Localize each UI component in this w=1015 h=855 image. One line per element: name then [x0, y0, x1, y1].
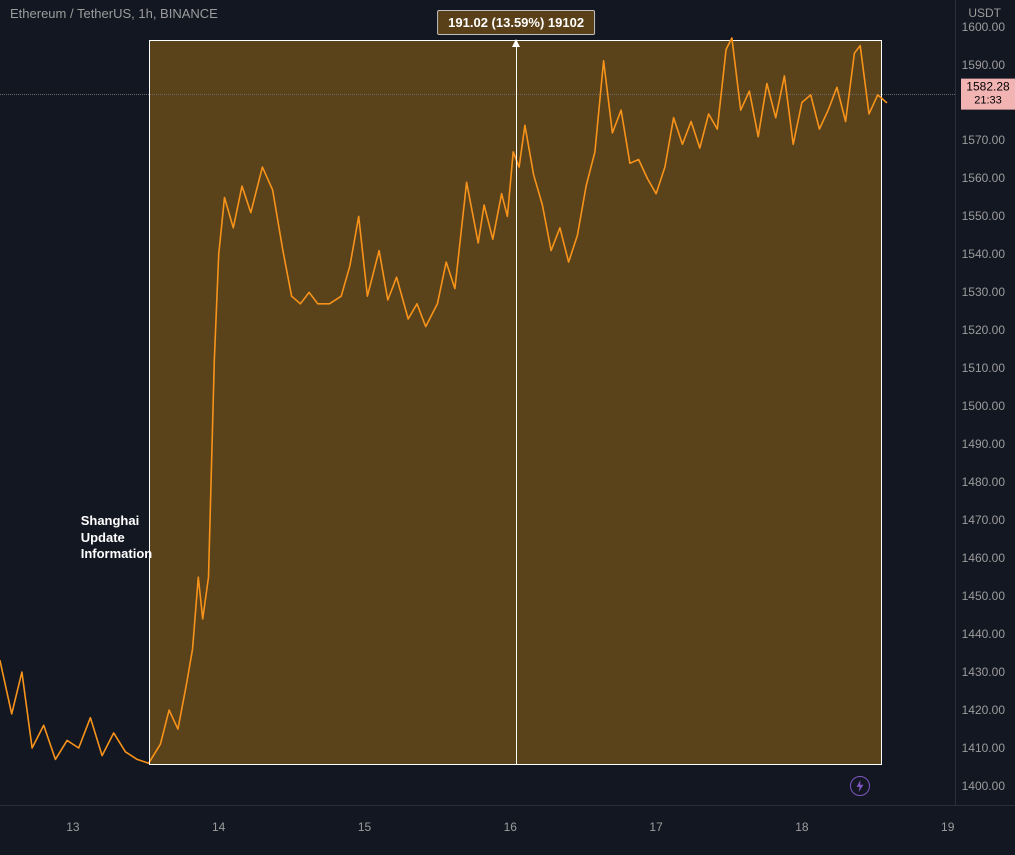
y-tick: 1590.00: [962, 58, 1005, 72]
x-tick: 14: [212, 820, 225, 834]
y-tick: 1480.00: [962, 475, 1005, 489]
y-tick: 1420.00: [962, 703, 1005, 717]
y-tick: 1570.00: [962, 133, 1005, 147]
y-tick: 1510.00: [962, 361, 1005, 375]
y-tick: 1550.00: [962, 209, 1005, 223]
y-tick: 1410.00: [962, 741, 1005, 755]
annotation-line-3: Information: [81, 546, 153, 561]
y-tick: 1560.00: [962, 171, 1005, 185]
x-tick: 17: [649, 820, 662, 834]
lightning-icon[interactable]: [850, 776, 870, 796]
annotation-line-2: Update: [81, 530, 125, 545]
y-tick: 1470.00: [962, 513, 1005, 527]
y-tick: 1600.00: [962, 20, 1005, 34]
current-price-countdown: 21:33: [961, 94, 1015, 108]
y-tick: 1460.00: [962, 551, 1005, 565]
chart-plot-area[interactable]: 191.02 (13.59%) 19102 Shanghai Update In…: [0, 0, 955, 805]
current-price-line: [0, 94, 955, 95]
y-axis[interactable]: USDT 1400.00 1410.00 1420.00 1430.00 1440.00…: [955, 0, 1015, 805]
current-price-value: 1582.28: [961, 79, 1015, 94]
x-tick: 15: [358, 820, 371, 834]
x-tick: 19: [941, 820, 954, 834]
y-tick: 1520.00: [962, 323, 1005, 337]
y-tick: 1530.00: [962, 285, 1005, 299]
current-price-tag: 1582.28 21:33: [961, 78, 1015, 109]
x-tick: 18: [795, 820, 808, 834]
x-axis[interactable]: 13 14 15 16 17 18 19: [0, 805, 1015, 855]
y-tick: 1450.00: [962, 589, 1005, 603]
y-tick: 1430.00: [962, 665, 1005, 679]
chart-title: Ethereum / TetherUS, 1h, BINANCE: [10, 6, 218, 21]
measurement-label: 191.02 (13.59%) 19102: [437, 10, 595, 35]
y-tick: 1540.00: [962, 247, 1005, 261]
annotation-text: Shanghai Update Information: [81, 513, 153, 564]
x-tick: 13: [66, 820, 79, 834]
y-tick: 1500.00: [962, 399, 1005, 413]
y-tick: 1440.00: [962, 627, 1005, 641]
annotation-line-1: Shanghai: [81, 513, 140, 528]
y-tick: 1490.00: [962, 437, 1005, 451]
annotation-marker-line: [149, 581, 151, 765]
y-axis-unit: USDT: [968, 6, 1001, 20]
y-tick: 1400.00: [962, 779, 1005, 793]
x-tick: 16: [504, 820, 517, 834]
measurement-arrow: [516, 40, 517, 765]
